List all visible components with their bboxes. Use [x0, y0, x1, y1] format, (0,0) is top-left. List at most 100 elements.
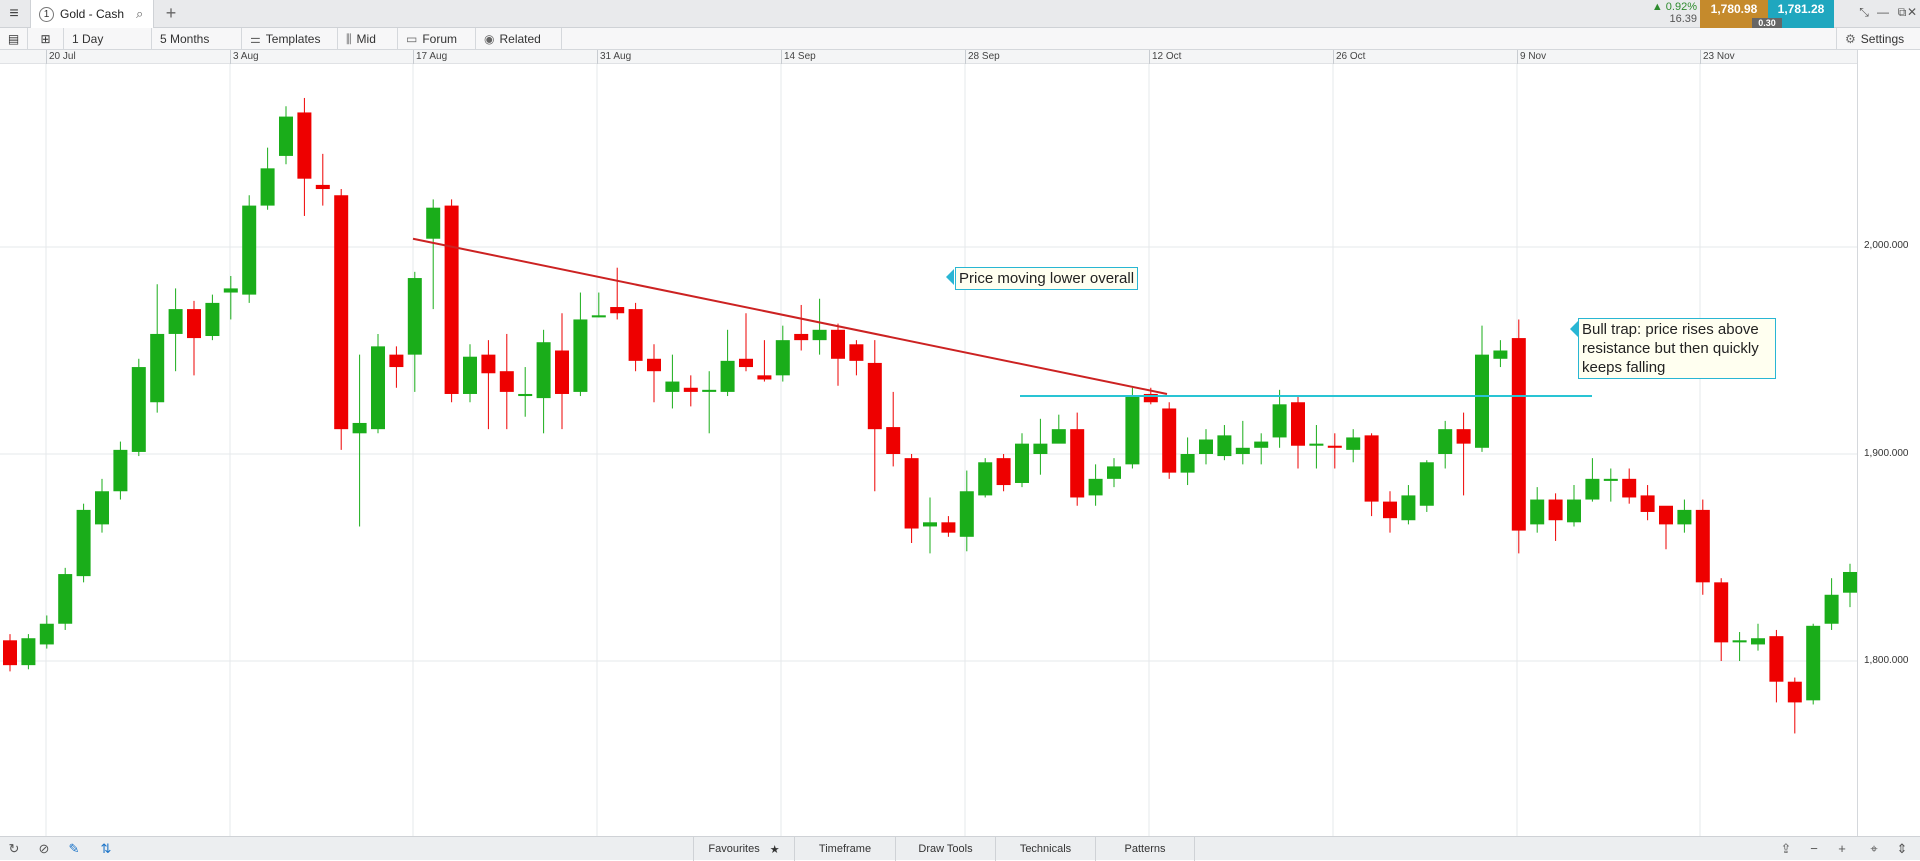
candle-down — [187, 309, 201, 339]
price-type-selector[interactable]: ⫼ Mid — [338, 28, 398, 50]
candle-down — [849, 344, 864, 361]
technicals-tab[interactable]: Technicals — [995, 837, 1095, 861]
search-icon[interactable]: ⌕ — [136, 6, 144, 21]
candle-down — [297, 112, 312, 179]
popout-icon[interactable]: ⧉ — [1897, 5, 1907, 19]
candle-up — [573, 319, 588, 392]
draw-tools-tab[interactable]: Draw Tools — [895, 837, 995, 861]
tab-title: Gold - Cash — [60, 7, 125, 21]
candle-up — [113, 449, 128, 492]
price-label: 1,900.000 — [1864, 448, 1909, 459]
date-label: 14 Sep — [784, 51, 816, 62]
patterns-label: Patterns — [1124, 843, 1166, 855]
add-tab-icon[interactable]: + — [165, 3, 177, 23]
forum-button[interactable]: ▭ Forum — [398, 28, 476, 50]
candle-up — [1272, 404, 1287, 438]
annotation-arrow — [946, 269, 954, 285]
candle-up — [21, 638, 36, 666]
candle-down — [1383, 501, 1397, 519]
settings-button[interactable]: ⚙ Settings — [1836, 28, 1920, 50]
candle-up — [1033, 443, 1048, 454]
range-selector[interactable]: 5 Months — [152, 28, 242, 50]
candle-up — [1051, 429, 1066, 444]
candle-down — [647, 358, 661, 372]
candle-up — [775, 340, 790, 376]
refresh-icon[interactable]: ↻ — [8, 841, 20, 856]
candle-up — [205, 302, 220, 337]
gear-icon: ⚙ — [1845, 32, 1856, 46]
candle-up — [1603, 478, 1618, 481]
zoom-out-icon[interactable]: − — [1810, 841, 1818, 856]
annotation-bull-trap[interactable]: Bull trap: price rises above resistance … — [1578, 318, 1776, 379]
candle-up — [536, 342, 551, 399]
fit-height-icon[interactable]: ⇕ — [1896, 841, 1908, 856]
price-change-abs: 16.39 — [1669, 13, 1697, 25]
candle-up — [1199, 439, 1213, 454]
favourites-tab[interactable]: Favourites ★ — [693, 837, 794, 861]
candle-up — [923, 522, 937, 527]
candle-up — [1088, 478, 1103, 496]
candlestick-icon: ⫼ — [346, 31, 352, 46]
candle-down — [555, 350, 569, 394]
collapse-icon[interactable]: ⤡ — [1859, 5, 1869, 19]
candle-down — [1659, 505, 1673, 525]
candlestick-chart[interactable] — [0, 64, 1857, 836]
candle-up — [1585, 478, 1600, 500]
candle-down — [996, 458, 1011, 486]
candle-down — [683, 387, 698, 392]
candle-up — [1217, 435, 1232, 457]
candle-up — [463, 356, 477, 394]
technicals-label: Technicals — [1019, 843, 1072, 855]
candle-down — [794, 333, 809, 341]
candle-up — [1677, 509, 1692, 525]
layout-icon[interactable]: ⊞ — [28, 28, 64, 50]
price-type-label: Mid — [356, 32, 376, 46]
price-change: ▲ 0.92% 16.39 — [1645, 1, 1697, 27]
candle-up — [1180, 454, 1195, 473]
candle-up — [1125, 396, 1140, 465]
annotation-price-lower[interactable]: Price moving lower overall — [955, 267, 1139, 290]
price-change-pct: ▲ 0.92% — [1651, 1, 1697, 13]
chart-toolbar: ▤ ⊞ 1 Day 5 Months ⚌ Templates ⫼ Mid ▭ F… — [0, 28, 1920, 50]
date-tick — [413, 50, 414, 64]
candle-up — [260, 168, 275, 206]
candle-up — [518, 393, 533, 397]
date-label: 23 Nov — [1703, 51, 1735, 62]
date-tick — [965, 50, 966, 64]
list-view-icon[interactable]: ▤ — [0, 28, 28, 50]
timeframe-tab[interactable]: Timeframe — [794, 837, 895, 861]
instrument-tab[interactable]: 1 Gold - Cash ⌕ — [30, 0, 154, 28]
date-label: 31 Aug — [600, 51, 632, 62]
candle-down — [1714, 582, 1729, 643]
minimize-icon[interactable]: — — [1877, 5, 1889, 19]
cancel-icon[interactable]: ⊘ — [38, 841, 50, 856]
candle-down — [1548, 499, 1563, 521]
candle-down — [1695, 509, 1710, 583]
candle-down — [1769, 636, 1784, 682]
eye-icon: ◉ — [484, 32, 495, 46]
close-icon[interactable]: ✕ — [1906, 5, 1918, 19]
crosshair-icon[interactable]: ⌖ — [1870, 841, 1878, 856]
candle-up — [242, 205, 257, 295]
hamburger-menu-icon[interactable]: ≡ — [9, 5, 19, 22]
candle-up — [1567, 499, 1581, 523]
price-label: 1,800.000 — [1864, 655, 1909, 666]
draw-arrows-icon[interactable]: ⇅ — [100, 841, 112, 856]
candle-down — [1511, 338, 1526, 531]
price-label: 2,000.000 — [1864, 240, 1909, 251]
related-button[interactable]: ◉ Related — [476, 28, 562, 50]
zoom-in-icon[interactable]: + — [1838, 841, 1846, 856]
date-label: 17 Aug — [416, 51, 448, 62]
templates-button[interactable]: ⚌ Templates — [242, 28, 338, 50]
candle-up — [720, 360, 735, 392]
share-icon[interactable]: ⇪ — [1780, 841, 1792, 856]
forum-icon: ▭ — [406, 32, 418, 46]
date-label: 3 Aug — [233, 51, 259, 62]
interval-selector[interactable]: 1 Day — [64, 28, 152, 50]
candle-up — [39, 623, 54, 645]
pencil-icon[interactable]: ✎ — [68, 841, 80, 856]
patterns-tab[interactable]: Patterns — [1095, 837, 1195, 861]
sell-price-button[interactable]: 1,780.98 — [1700, 0, 1768, 28]
candle-down — [1640, 495, 1655, 512]
templates-icon: ⚌ — [250, 32, 261, 46]
